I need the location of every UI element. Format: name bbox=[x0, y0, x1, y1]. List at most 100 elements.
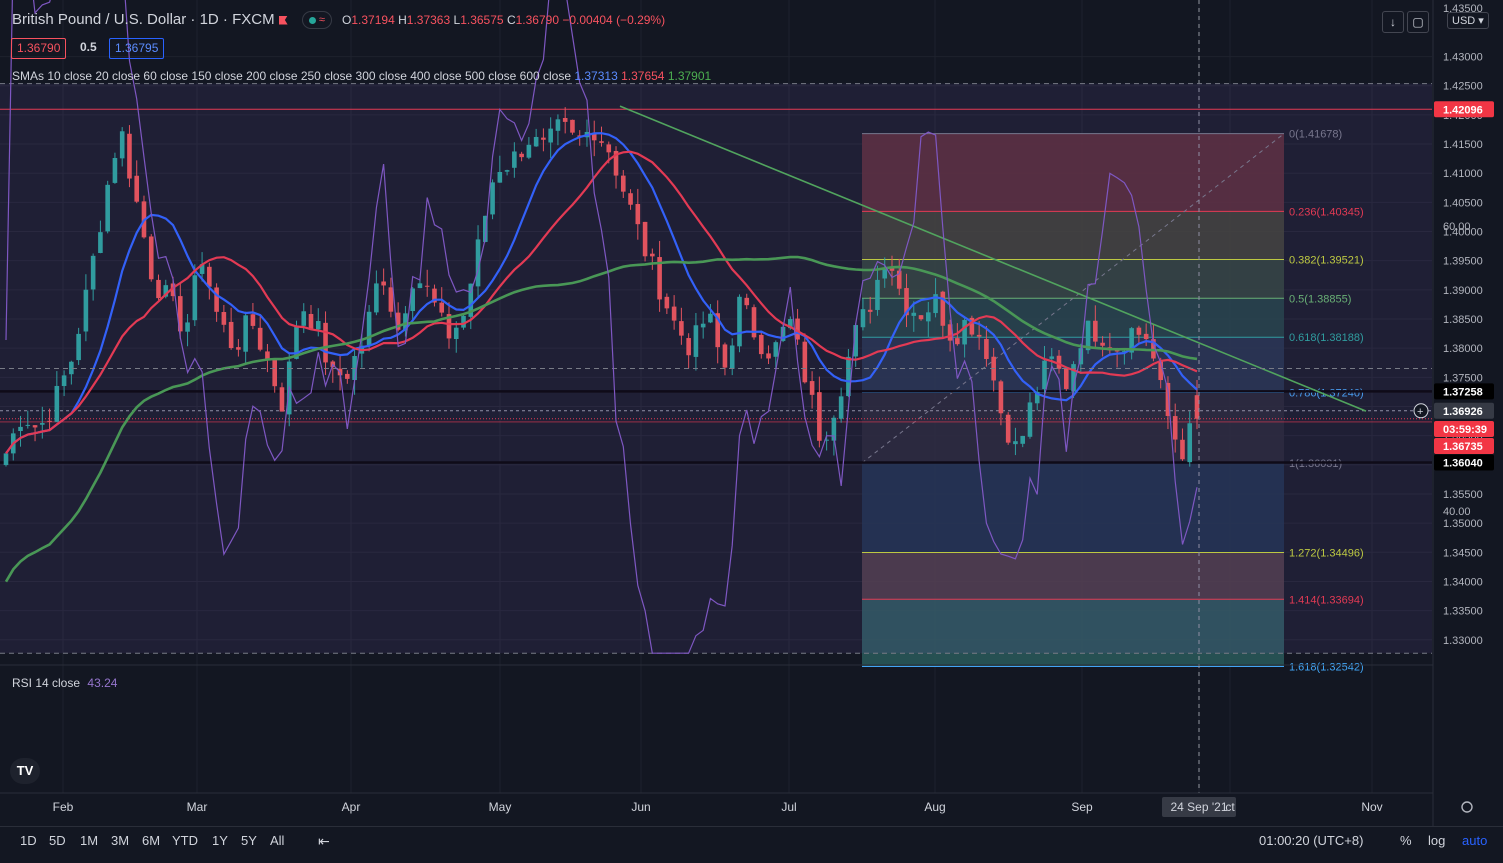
candle-body bbox=[475, 239, 481, 287]
y-tick-label: 1.42500 bbox=[1443, 81, 1483, 93]
candle-body bbox=[780, 326, 786, 341]
candle-body bbox=[802, 341, 808, 383]
price-label-bg bbox=[1434, 438, 1494, 454]
candle-body bbox=[729, 345, 735, 369]
price-label-bg bbox=[1434, 383, 1494, 400]
tf-5d[interactable]: 5D bbox=[49, 833, 66, 848]
candle-body bbox=[119, 131, 125, 159]
x-tick-label: Nov bbox=[1361, 800, 1382, 814]
market-open-icon bbox=[308, 16, 316, 24]
candle-body bbox=[1114, 350, 1120, 352]
candle-body bbox=[1172, 416, 1178, 440]
market-status-pill[interactable]: ≈ bbox=[301, 11, 332, 30]
candle-body bbox=[693, 325, 699, 357]
date-range-icon[interactable]: ⇤ bbox=[318, 833, 330, 849]
currency-selector[interactable]: USD ▾ bbox=[1447, 12, 1489, 29]
candle-body bbox=[294, 325, 299, 359]
candle-body bbox=[417, 283, 423, 289]
candle-body bbox=[112, 158, 118, 183]
fib-level-label: 0.5(1.38855) bbox=[1289, 293, 1351, 305]
candle-body bbox=[1071, 364, 1076, 392]
open-label: O bbox=[342, 13, 352, 27]
price-label-bg bbox=[1434, 402, 1494, 419]
price-label-bg bbox=[1434, 101, 1494, 118]
candle-body bbox=[918, 315, 924, 320]
download-icon[interactable]: ↓ bbox=[1382, 11, 1404, 33]
candle-body bbox=[403, 313, 408, 331]
candle-body bbox=[1005, 414, 1011, 443]
fib-zone bbox=[862, 392, 1284, 463]
candle-body bbox=[47, 420, 52, 422]
candle-body bbox=[715, 313, 720, 348]
high-label: H bbox=[398, 13, 407, 27]
symbol-title[interactable]: British Pound / U.S. Dollar · 1D · FXCM bbox=[12, 11, 275, 28]
time-label-bg bbox=[1162, 797, 1236, 817]
candle-body bbox=[686, 338, 691, 356]
candle-body bbox=[1034, 391, 1040, 404]
sma-legend[interactable]: SMAs 10 close 20 close 60 close 150 clos… bbox=[12, 69, 711, 83]
candle-body bbox=[243, 315, 248, 352]
candle-body bbox=[25, 424, 31, 426]
ask-price-box[interactable]: 1.36795 bbox=[109, 38, 165, 59]
tf-3m[interactable]: 3M bbox=[111, 833, 130, 848]
candle-body bbox=[1151, 339, 1156, 359]
tf-1d[interactable]: 1D bbox=[20, 833, 37, 848]
candle-body bbox=[98, 232, 103, 253]
tf-1y[interactable]: 1Y bbox=[212, 833, 228, 848]
tf-6m[interactable]: 6M bbox=[142, 833, 161, 848]
x-tick-label: Apr bbox=[342, 800, 361, 814]
settings-gear-icon bbox=[1461, 801, 1473, 813]
candle-body bbox=[1187, 423, 1193, 463]
candle-body bbox=[257, 327, 263, 350]
rsi-legend[interactable]: RSI 14 close 43.24 bbox=[12, 676, 117, 690]
fib-level-label: 0.618(1.38188) bbox=[1289, 332, 1364, 344]
bid-price-box[interactable]: 1.36790 bbox=[11, 38, 67, 59]
fullscreen-icon[interactable]: ▢ bbox=[1407, 11, 1429, 33]
candle-body bbox=[301, 311, 307, 326]
candle-body bbox=[410, 288, 415, 312]
candle-body bbox=[468, 283, 474, 317]
candle-body bbox=[831, 417, 837, 441]
fib-zone bbox=[862, 133, 1284, 212]
candle-body bbox=[548, 128, 553, 143]
y-tick-label: 1.33500 bbox=[1443, 606, 1483, 618]
candle-body bbox=[163, 285, 169, 297]
candle-body bbox=[911, 312, 917, 316]
candle-body bbox=[555, 119, 561, 131]
candle-body bbox=[708, 313, 713, 323]
candle-body bbox=[1056, 355, 1062, 369]
sma20-value: 1.37654 bbox=[621, 69, 665, 83]
candle-body bbox=[432, 288, 437, 303]
candle-body bbox=[170, 283, 176, 297]
candle-body bbox=[562, 118, 568, 122]
candle-body bbox=[207, 266, 212, 287]
candle-body bbox=[1049, 356, 1055, 359]
fib-level-label: 1.272(1.34496) bbox=[1289, 548, 1364, 560]
candle-body bbox=[969, 317, 975, 335]
y-tick-label: 1.40000 bbox=[1443, 227, 1483, 239]
tf-ytd[interactable]: YTD bbox=[172, 833, 198, 848]
candle-body bbox=[773, 342, 779, 357]
candle-body bbox=[490, 182, 495, 215]
rsi-tick-label: 40.00 bbox=[1443, 506, 1471, 518]
tf-5y[interactable]: 5Y bbox=[241, 833, 257, 848]
price-label-bg bbox=[1434, 454, 1494, 471]
y-tick-label: 1.38000 bbox=[1443, 343, 1483, 355]
candle-body bbox=[1042, 360, 1047, 390]
candle-body bbox=[381, 281, 386, 286]
candle-body bbox=[32, 425, 38, 428]
candle-body bbox=[947, 324, 953, 341]
auto-toggle[interactable]: auto bbox=[1462, 833, 1488, 848]
candle-body bbox=[1122, 350, 1127, 352]
candle-body bbox=[3, 453, 9, 466]
sma10-value: 1.37313 bbox=[574, 69, 618, 83]
candle-body bbox=[925, 312, 931, 322]
candle-body bbox=[642, 221, 648, 257]
log-toggle[interactable]: log bbox=[1428, 833, 1446, 848]
tf-all[interactable]: All bbox=[270, 833, 285, 848]
close-value: 1.36790 bbox=[515, 13, 559, 27]
candle-body bbox=[1143, 333, 1149, 340]
percent-toggle[interactable]: % bbox=[1400, 833, 1412, 848]
tf-1m[interactable]: 1M bbox=[80, 833, 99, 848]
